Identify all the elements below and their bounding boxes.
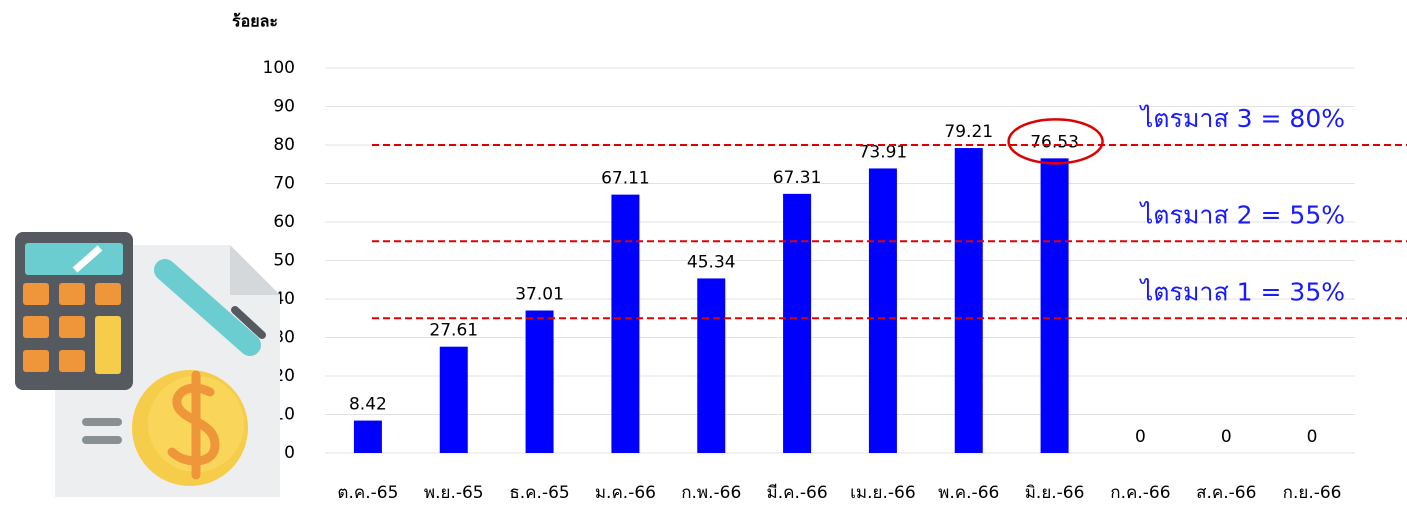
icon-key [23,283,49,305]
value-label: 79.21 [944,122,993,142]
plot: 01020304050607080901008.42ต.ค.-6527.61พ.… [263,58,1407,503]
icon-calculator-screen [25,243,123,275]
bar [611,195,639,453]
bar [955,148,983,453]
bar [526,311,554,453]
icon-key [95,316,121,374]
chart: ร้อยละ 01020304050607080901008.42ต.ค.-65… [0,0,1407,507]
bar [354,421,382,453]
y-tick-label: 80 [273,135,295,155]
x-tick-label: ส.ค.-66 [1196,483,1256,503]
value-label: 27.61 [429,321,478,341]
x-tick-label: พ.ย.-65 [424,483,484,503]
icon-key [23,350,49,372]
x-tick-label: ก.ย.-66 [1283,483,1342,503]
icon-key [59,283,85,305]
y-tick-label: 90 [273,97,295,117]
value-label: 0 [1135,427,1146,447]
icon-key [23,316,49,338]
y-tick-label: 70 [273,174,295,194]
value-label: 45.34 [687,252,736,272]
icon-key [59,350,85,372]
value-label: 0 [1221,427,1232,447]
x-tick-label: มี.ค.-66 [767,483,828,503]
value-label: 67.11 [601,169,650,189]
bar [697,278,725,453]
icon-equals [82,436,122,444]
x-tick-label: เม.ย.-66 [850,483,916,503]
bar [1041,158,1069,453]
y-tick-label: 100 [263,58,295,78]
icon-key [59,316,85,338]
y-tick-label: 0 [284,443,295,463]
finance-icon [15,232,280,497]
x-tick-label: ธ.ค.-65 [509,483,569,503]
y-tick-label: 60 [273,212,295,232]
value-label: 37.01 [515,285,564,305]
value-label: 76.53 [1030,132,1079,152]
y-axis-label: ร้อยละ [232,12,278,31]
icon-equals [82,418,122,426]
value-label: 67.31 [773,168,822,188]
bar [783,194,811,453]
x-tick-label: ก.ค.-66 [1110,483,1170,503]
x-tick-label: ก.พ.-66 [681,483,741,503]
target-label: ไตรมาส 3 = 80% [1139,104,1345,133]
bar [869,168,897,453]
x-tick-label: ม.ค.-66 [595,483,656,503]
x-tick-label: พ.ค.-66 [938,483,999,503]
target-label: ไตรมาส 1 = 35% [1139,277,1345,306]
bar [440,347,468,453]
icon-key [95,283,121,305]
x-tick-label: มิ.ย.-66 [1025,483,1085,503]
x-tick-label: ต.ค.-65 [337,483,398,503]
y-tick-label: 50 [273,251,295,271]
target-label: ไตรมาส 2 = 55% [1139,200,1345,229]
value-label: 8.42 [349,395,387,415]
value-label: 0 [1307,427,1318,447]
